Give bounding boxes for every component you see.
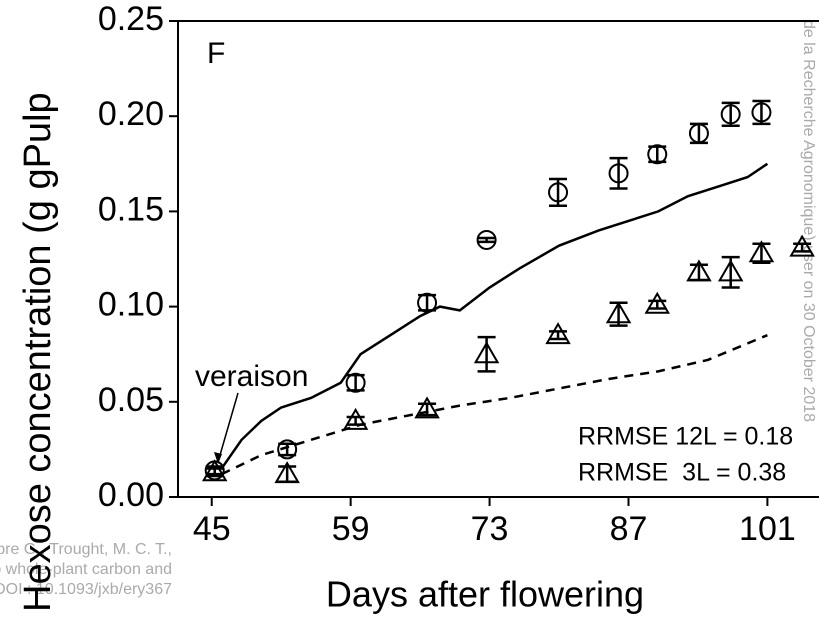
model-line (220, 162, 769, 470)
x-tick-label: 59 (332, 510, 370, 548)
error-bar (609, 156, 628, 190)
x-tick-label: 101 (739, 510, 796, 548)
stat-label: RRMSE 12L = 0.18 (578, 423, 793, 451)
data-point (414, 396, 440, 419)
data-point (417, 292, 438, 313)
y-tick-label: 0.10 (98, 286, 164, 324)
data-point (789, 234, 815, 257)
data-point (345, 372, 366, 393)
data-point (688, 123, 709, 144)
error-bar (648, 299, 667, 310)
error-bar (549, 330, 568, 341)
x-tick-label: 45 (193, 510, 231, 548)
data-point (686, 259, 712, 282)
y-axis-label: Hexose concentration (g gPulp (17, 92, 59, 612)
error-bar (752, 99, 771, 126)
data-point (717, 259, 744, 282)
error-bar (346, 415, 365, 426)
arrow-head (214, 452, 222, 464)
data-point (751, 102, 772, 123)
y-tick-label: 0.00 (98, 476, 164, 514)
annotation-arrow (217, 392, 239, 463)
data-point (274, 461, 300, 484)
data-point (342, 407, 369, 430)
y-tick-label: 0.05 (98, 381, 164, 419)
data-point (548, 182, 569, 203)
stat-label: RRMSE 3L = 0.38 (578, 459, 786, 487)
y-tick-label: 0.25 (98, 0, 164, 38)
watermark: de la Recherche Agronomique) user on 30 … (800, 20, 817, 422)
watermark: 1. , DOI : 10.1093/jxb/ery367 (0, 581, 172, 598)
data-point (277, 439, 298, 460)
y-tick-label: 0.15 (98, 190, 164, 228)
panel-label: F (207, 37, 225, 70)
data-point (605, 301, 632, 324)
error-bar (205, 467, 224, 478)
data-point (476, 229, 497, 250)
error-bar (477, 236, 496, 244)
data-point (644, 291, 670, 314)
model-line (221, 334, 768, 476)
data-point (608, 163, 629, 184)
x-tick-label: 87 (610, 510, 648, 548)
watermark: tion to whole-plant carbon and (0, 561, 172, 578)
data-point (201, 459, 228, 482)
x-axis-label: Days after flowering (326, 574, 644, 615)
error-bar (418, 402, 437, 417)
annotation: veraison (195, 360, 308, 393)
error-bar (721, 101, 740, 127)
data-point (647, 144, 668, 165)
data-point (748, 240, 775, 263)
y-tick-label: 0.20 (98, 95, 164, 133)
data-point (720, 104, 741, 125)
x-tick-label: 73 (471, 510, 509, 548)
data-point (545, 322, 571, 345)
watermark: bre G., Trought, M. C. T., (0, 541, 172, 558)
data-point (473, 341, 500, 364)
error-bar (793, 242, 812, 253)
